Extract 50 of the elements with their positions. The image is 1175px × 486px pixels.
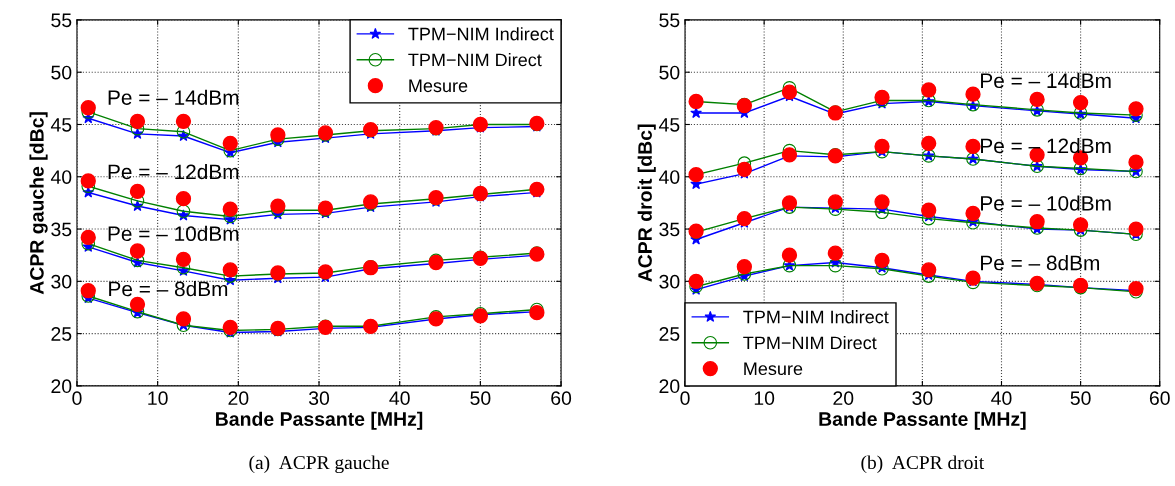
y-tick-label: 35 bbox=[659, 222, 680, 237]
x-tick-label: 30 bbox=[308, 391, 330, 406]
y-tick-label: 35 bbox=[51, 222, 72, 237]
x-tick-label: 20 bbox=[228, 391, 249, 406]
annotation: Pe = – 10dBm bbox=[108, 225, 239, 242]
legend-label: TPM−NIM Direct bbox=[743, 335, 877, 350]
legend-label: Mesure bbox=[409, 79, 468, 93]
y-tick-label: 40 bbox=[658, 170, 680, 184]
annotation: Pe = – 8dBm bbox=[981, 255, 1099, 271]
y-tick-label: 25 bbox=[51, 327, 72, 341]
x-tick-label: 50 bbox=[1070, 391, 1091, 406]
legend-label: TPM−NIM Indirect bbox=[408, 27, 554, 41]
y-tick-label: 30 bbox=[659, 274, 680, 289]
annotation: Pe = – 8dBm bbox=[109, 281, 228, 297]
annotation: Pe = – 12dBm bbox=[981, 137, 1111, 154]
text: (b) ACPR droit bbox=[861, 455, 985, 474]
annotation: Pe = – 14dBm bbox=[108, 89, 239, 105]
x-tick-label: 10 bbox=[148, 391, 168, 406]
y-axis-title: ACPR gauche [dBc] bbox=[29, 112, 48, 295]
x-tick-label: 0 bbox=[72, 391, 82, 406]
y-tick-label: 50 bbox=[659, 65, 680, 80]
y-tick-label: 45 bbox=[658, 118, 680, 132]
legend-label: TPM−NIM Indirect bbox=[743, 310, 889, 324]
y-tick-label: 45 bbox=[50, 118, 72, 132]
x-tick-label: 60 bbox=[1149, 391, 1170, 406]
annotation: Pe = – 12dBm bbox=[108, 163, 239, 180]
annotation: Pe = – 10dBm bbox=[981, 195, 1111, 211]
y-tick-label: 20 bbox=[659, 379, 680, 394]
legend-label: Mesure bbox=[744, 362, 803, 376]
x-tick-label: 50 bbox=[470, 391, 491, 406]
y-tick-label: 20 bbox=[51, 379, 72, 394]
annotation: Pe = – 14dBm bbox=[981, 72, 1111, 89]
x-tick-label: 0 bbox=[680, 391, 690, 406]
x-axis-title: Bande Passante [MHz] bbox=[819, 411, 1026, 430]
y-tick-label: 30 bbox=[51, 274, 72, 289]
x-tick-label: 40 bbox=[991, 391, 1012, 406]
x-tick-label: 20 bbox=[833, 391, 854, 406]
x-tick-label: 30 bbox=[912, 391, 933, 406]
y-tick-label: 55 bbox=[659, 13, 680, 28]
x-tick-label: 10 bbox=[754, 391, 775, 406]
x-axis-title: Bande Passante [MHz] bbox=[216, 411, 423, 430]
text: (a) ACPR gauche bbox=[249, 455, 389, 474]
y-tick-label: 40 bbox=[50, 170, 72, 184]
x-tick-label: 40 bbox=[389, 391, 410, 406]
y-tick-label: 25 bbox=[659, 327, 680, 341]
legend-label: TPM−NIM Direct bbox=[408, 53, 542, 67]
y-tick-label: 50 bbox=[51, 65, 72, 80]
x-tick-label: 60 bbox=[551, 391, 572, 406]
y-tick-label: 55 bbox=[51, 13, 72, 28]
y-axis-title: ACPR droit [dBc] bbox=[637, 124, 656, 282]
